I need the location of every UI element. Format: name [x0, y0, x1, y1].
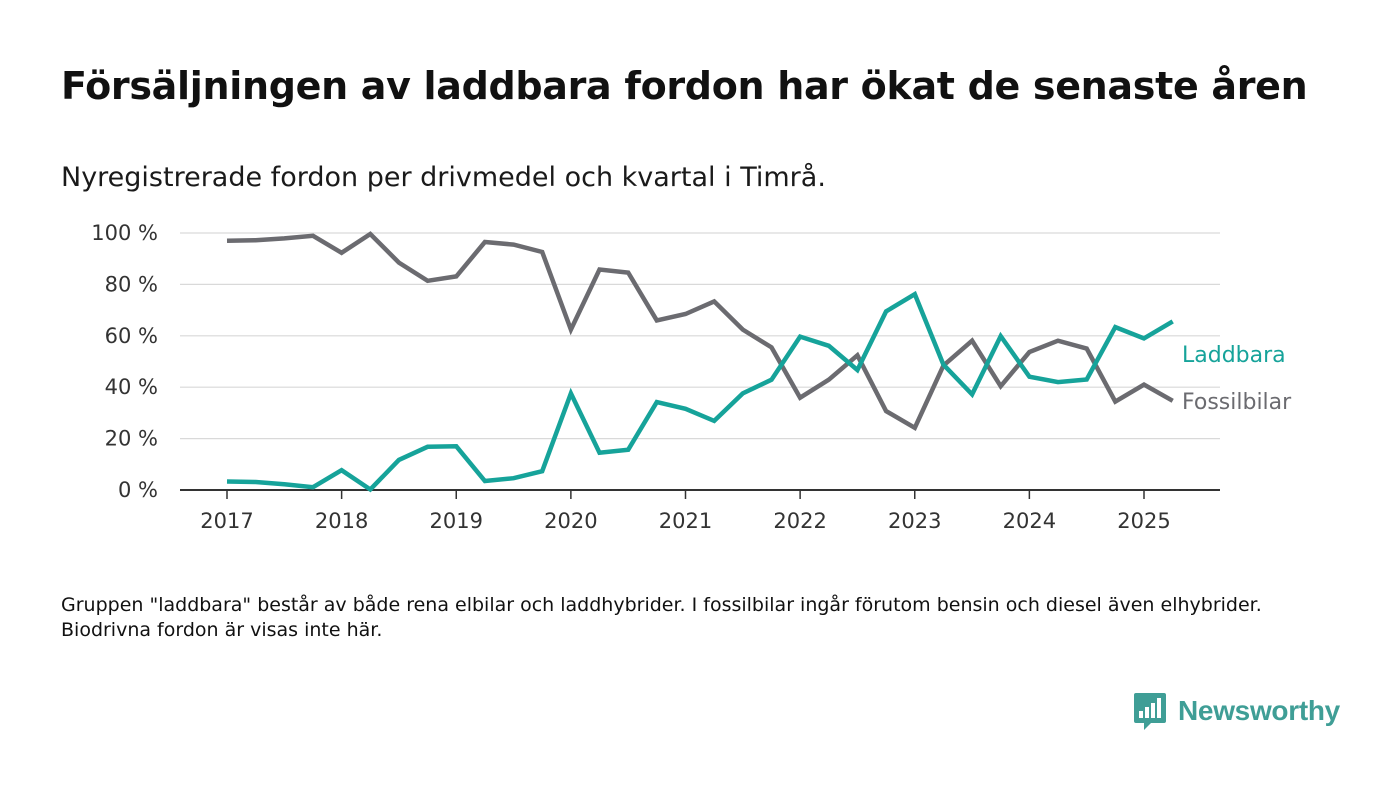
bar-chart-bubble-icon [1134, 693, 1166, 730]
y-tick-label: 100 % [91, 221, 158, 245]
series-labels: Laddbara Fossilbilar [1182, 343, 1292, 415]
x-tick-label: 2020 [544, 509, 597, 533]
series-label-fossilbilar: Fossilbilar [1182, 390, 1292, 415]
y-tick-label: 40 % [105, 375, 158, 399]
x-tick-label: 2017 [200, 509, 253, 533]
brand-name: Newsworthy [1178, 695, 1340, 726]
line-chart: 0 % 20 % 40 % 60 % 80 % 100 % 2017 2018 2019 2020… [91, 221, 1292, 533]
y-tick-label: 0 % [118, 478, 158, 502]
chart-title: Försäljningen av laddbara fordon har öka… [61, 64, 1308, 108]
x-tick-label: 2022 [773, 509, 826, 533]
grid-lines [180, 232, 1220, 440]
y-tick-label: 20 % [105, 427, 158, 451]
y-tick-label: 60 % [105, 324, 158, 348]
y-tick-label: 80 % [105, 272, 158, 296]
x-tick-label: 2025 [1117, 509, 1170, 533]
x-tick-label: 2021 [659, 509, 712, 533]
x-tick-label: 2018 [315, 509, 368, 533]
series-line-fossilbilar [226, 231, 1174, 431]
series-lines [226, 231, 1174, 493]
x-tick-label: 2023 [888, 509, 941, 533]
chart-subtitle: Nyregistrerade fordon per drivmedel och … [61, 162, 826, 193]
series-line-laddbara [226, 290, 1174, 493]
series-label-laddbara: Laddbara [1182, 343, 1286, 368]
x-tick-label: 2024 [1003, 509, 1056, 533]
x-tick-label: 2019 [430, 509, 483, 533]
footnote: Gruppen "laddbara" består av både rena e… [61, 594, 1262, 641]
axes: 0 % 20 % 40 % 60 % 80 % 100 % 2017 2018 2019 2020… [91, 221, 1220, 533]
brand-logo: Newsworthy [1133, 691, 1340, 731]
